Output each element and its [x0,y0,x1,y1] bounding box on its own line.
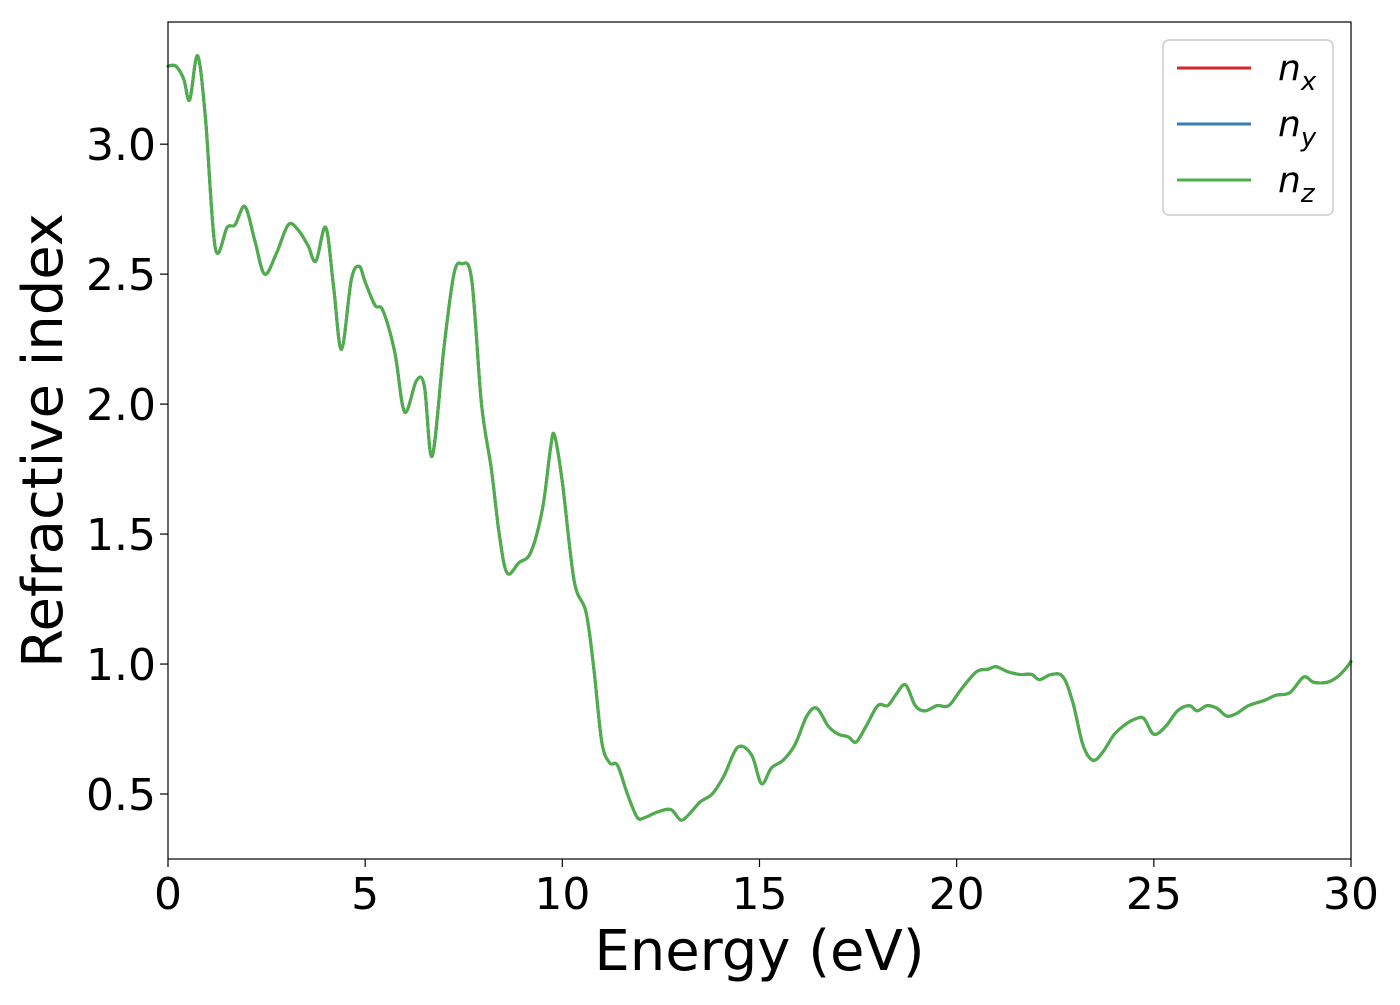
legend-label-z: nz [1278,160,1316,209]
y-tick-label: 2.5 [86,250,156,301]
x-tick-label: 25 [1126,869,1182,920]
legend-label-y: ny [1278,104,1317,153]
x-tick-label: 20 [929,869,985,920]
x-tick-label: 0 [154,869,182,920]
legend-box [1162,39,1334,216]
y-axis-title: Refractive index [11,213,76,668]
y-tick-label: 3.0 [86,120,156,171]
series-layer [166,54,1353,822]
x-tick-label: 5 [351,869,379,920]
x-tick-label: 10 [534,869,590,920]
x-axis-title: Energy (eV) [594,919,924,984]
legend-label-x: nx [1278,48,1317,97]
y-tick-label: 1.5 [86,510,156,561]
y-tick-label: 2.0 [86,380,156,431]
y-tick-label: 0.5 [86,770,156,821]
series-line-n-z [166,54,1353,822]
y-tick-label: 1.0 [86,640,156,691]
x-tick-label: 30 [1323,869,1379,920]
y-axis: 0.5 1.0 1.5 2.0 2.5 3.0 [86,120,168,821]
legend: nx ny nz [1162,39,1334,216]
x-tick-label: 15 [732,869,788,920]
x-axis: 0 5 10 15 20 25 30 [154,859,1379,920]
